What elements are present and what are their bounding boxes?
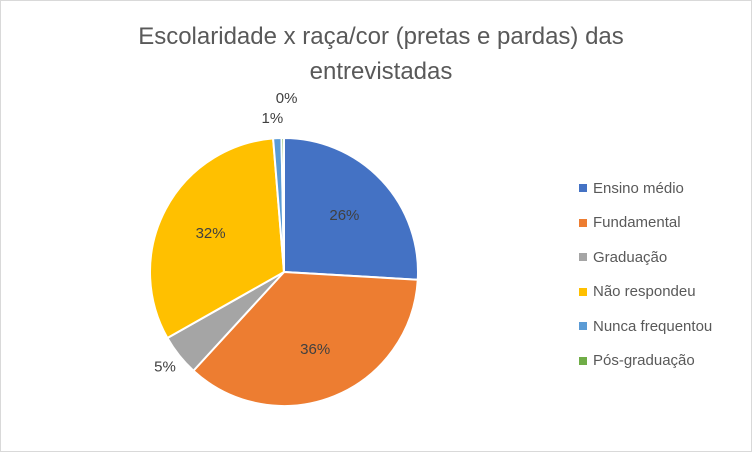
legend-item-pos-graduacao: Pós-graduação — [579, 344, 749, 379]
legend-item-ensino-medio: Ensino médio — [579, 171, 749, 206]
data-label-graduacao: 5% — [154, 359, 176, 376]
legend: Ensino médio Fundamental Graduação Não resp… — [579, 171, 749, 378]
legend-item-nunca-frequentou: Nunca frequentou — [579, 309, 749, 344]
legend-label: Nunca frequentou — [593, 317, 713, 335]
slice-nao-respondeu — [149, 137, 286, 340]
legend-label: Graduação — [593, 248, 668, 266]
slice-pos-graduacao — [280, 136, 285, 273]
legend-swatch — [579, 184, 587, 193]
slice-fundamental — [192, 270, 419, 407]
legend-item-fundamental: Fundamental — [579, 206, 749, 241]
legend-label: Fundamental — [593, 214, 681, 232]
data-label-pos-graduacao: 0% — [276, 90, 298, 107]
slice-ensino-medio — [283, 136, 419, 281]
chart-title: Escolaridade x raça/cor (pretas e pardas… — [138, 23, 624, 85]
legend-label: Ensino médio — [593, 179, 684, 197]
data-label-ensino-medio: 26% — [329, 207, 359, 224]
legend-swatch — [579, 253, 587, 262]
data-label-nunca-frequentou: 1% — [262, 110, 284, 127]
legend-label: Pós-graduação — [593, 352, 695, 370]
legend-item-graduacao: Graduação — [579, 240, 749, 275]
data-label-nao-respondeu: 32% — [196, 225, 226, 242]
data-label-fundamental: 36% — [300, 341, 330, 358]
legend-label: Não respondeu — [593, 283, 696, 301]
legend-swatch — [579, 322, 587, 331]
legend-item-nao-respondeu: Não respondeu — [579, 275, 749, 310]
legend-swatch — [579, 356, 587, 365]
legend-swatch — [579, 218, 587, 227]
legend-swatch — [579, 287, 587, 296]
